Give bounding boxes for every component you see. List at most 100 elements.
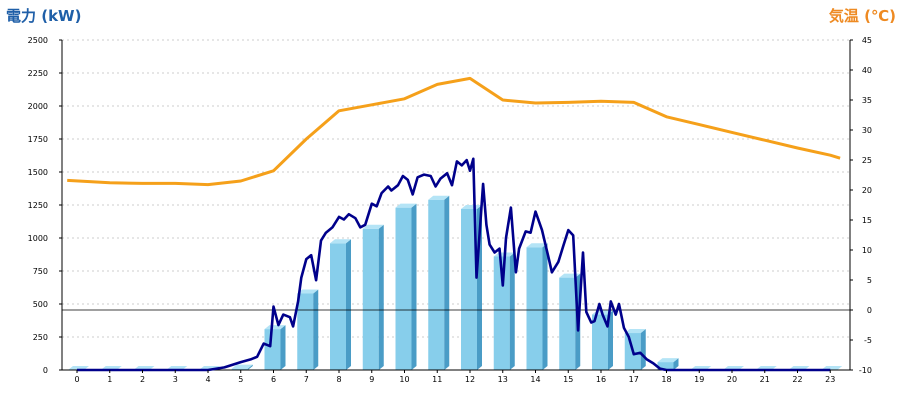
right-tick-label: 20 (862, 186, 872, 195)
x-tick-label: 17 (629, 375, 639, 384)
x-tick-label: 9 (369, 375, 374, 384)
bar-front (657, 362, 674, 370)
bar-front (362, 228, 379, 370)
left-tick-label: 1250 (28, 201, 48, 210)
power-bar (493, 252, 515, 370)
bar-front (592, 314, 608, 370)
left-tick-label: 500 (33, 300, 48, 309)
left-tick-label: 1500 (28, 168, 48, 177)
power-bar (526, 243, 548, 370)
bar-side (640, 329, 646, 370)
bar-side (673, 358, 679, 370)
bar-top (330, 239, 351, 244)
right-axis-title: 気温 (℃) (829, 7, 896, 25)
bar-front (461, 208, 477, 370)
left-tick-label: 2250 (28, 69, 48, 78)
right-tick-label: 15 (862, 216, 872, 225)
tick-labels: 02505007501000125015001750200022502500-1… (28, 36, 872, 384)
power-bars (68, 195, 843, 370)
right-tick-label: 40 (862, 66, 872, 75)
left-tick-label: 750 (33, 267, 48, 276)
bar-front (395, 207, 412, 370)
left-tick-label: 250 (33, 333, 48, 342)
power-bar (231, 364, 253, 370)
right-tick-label: 45 (862, 36, 872, 45)
power-bar (395, 203, 417, 370)
x-tick-label: 11 (432, 375, 442, 384)
power-bar (330, 239, 351, 370)
bar-top (297, 289, 319, 294)
x-tick-label: 12 (465, 375, 475, 384)
axes (61, 40, 851, 371)
left-tick-label: 0 (43, 366, 48, 375)
x-tick-label: 23 (825, 375, 835, 384)
left-axis-title: 電力 (kW) (6, 7, 81, 25)
bar-top (362, 224, 384, 229)
right-tick-label: 30 (862, 126, 872, 135)
x-tick-label: 3 (173, 375, 178, 384)
bar-top (264, 325, 286, 330)
bar-side (280, 325, 286, 370)
x-tick-label: 1 (107, 375, 112, 384)
left-tick-label: 2000 (28, 102, 48, 111)
bar-front (493, 256, 510, 370)
left-tick-label: 2500 (28, 36, 48, 45)
bar-top (526, 243, 548, 248)
x-tick-label: 0 (74, 375, 79, 384)
bar-top (624, 329, 646, 334)
bar-top (657, 358, 679, 363)
x-tick-label: 4 (205, 375, 210, 384)
bar-top (231, 364, 253, 369)
right-tick-label: -10 (859, 366, 872, 375)
power-bar (428, 195, 450, 370)
bar-top (461, 204, 482, 209)
right-tick-label: 10 (862, 246, 872, 255)
x-tick-label: 18 (661, 375, 671, 384)
left-tick-label: 1000 (28, 234, 48, 243)
bar-front (264, 329, 281, 370)
bar-front (526, 247, 543, 370)
power-line (77, 157, 831, 372)
bar-side (411, 203, 417, 370)
bar-front (559, 277, 576, 370)
x-tick-label: 15 (563, 375, 573, 384)
right-tick-label: 5 (867, 276, 872, 285)
left-tick-label: 1750 (28, 135, 48, 144)
bar-top (395, 203, 417, 208)
power-bar (657, 358, 679, 370)
temperature-line (67, 76, 841, 187)
x-tick-label: 13 (498, 375, 508, 384)
x-tick-label: 8 (336, 375, 341, 384)
right-tick-label: 0 (867, 306, 872, 315)
bar-side (542, 243, 548, 370)
x-tick-label: 22 (792, 375, 802, 384)
x-tick-label: 16 (596, 375, 606, 384)
grid-lines (62, 39, 850, 338)
bar-front (231, 368, 248, 370)
x-tick-label: 2 (140, 375, 145, 384)
power-bar (297, 289, 319, 370)
bar-side (608, 310, 613, 370)
power-bar (592, 310, 613, 370)
x-tick-label: 14 (530, 375, 540, 384)
bar-front (330, 243, 346, 370)
x-tick-label: 20 (727, 375, 737, 384)
power-bar (264, 325, 286, 370)
x-tick-label: 21 (760, 375, 770, 384)
power-bar (362, 224, 384, 370)
x-tick-label: 6 (271, 375, 276, 384)
x-tick-label: 10 (399, 375, 409, 384)
x-tick-label: 7 (304, 375, 309, 384)
bar-side (313, 289, 319, 370)
bar-side (509, 252, 515, 370)
x-tick-label: 19 (694, 375, 704, 384)
right-tick-label: 25 (862, 156, 872, 165)
right-tick-label: 35 (862, 96, 872, 105)
bar-side (378, 224, 384, 370)
bar-top (428, 195, 450, 200)
series-lines (67, 76, 841, 372)
bar-front (428, 199, 445, 370)
bar-side (346, 239, 351, 370)
x-tick-label: 5 (238, 375, 243, 384)
